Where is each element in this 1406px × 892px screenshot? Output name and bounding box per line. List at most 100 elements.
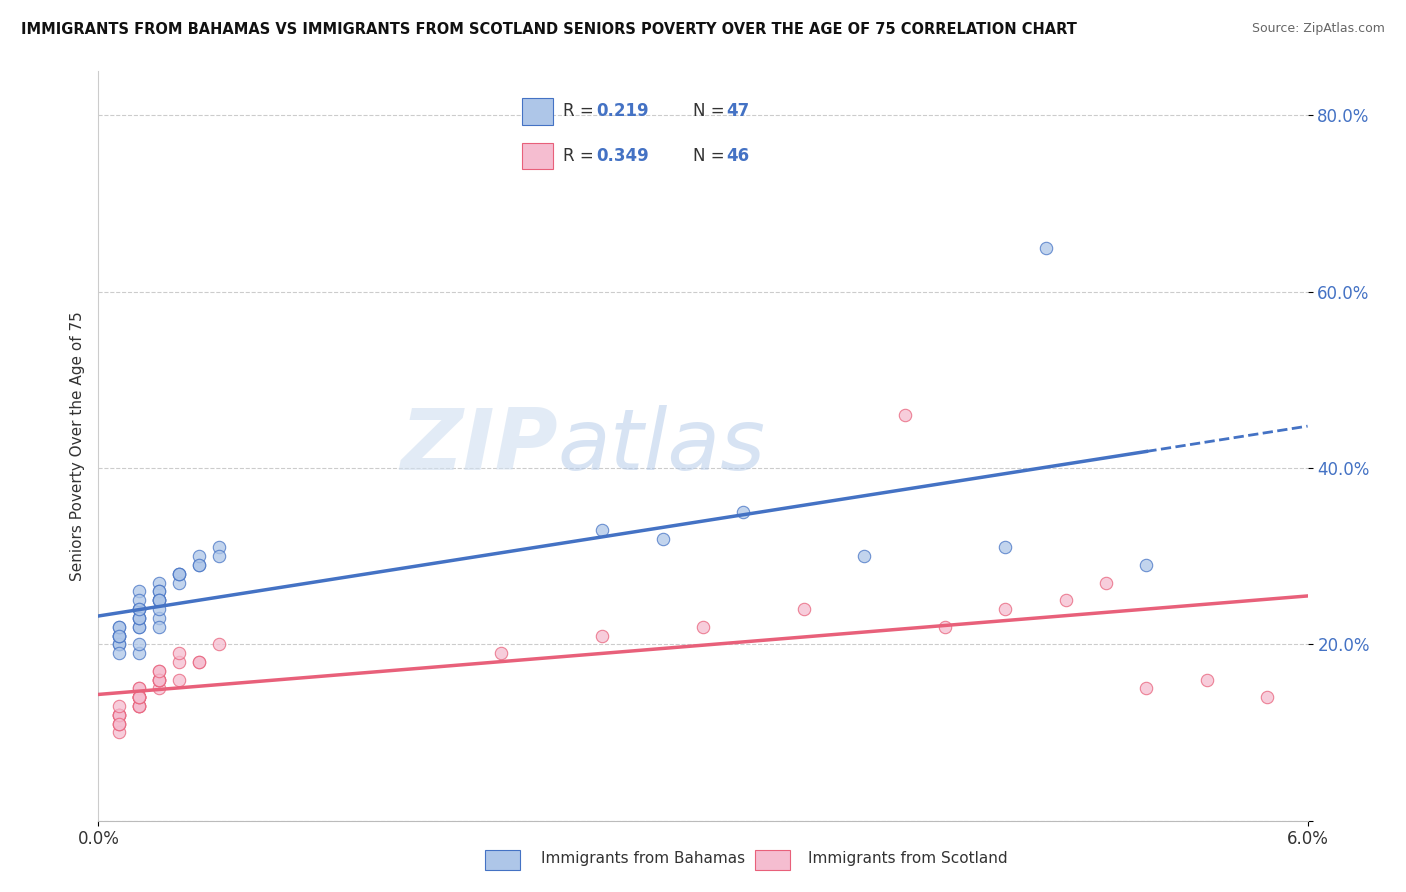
Point — [128, 602, 150, 616]
Point — [128, 681, 150, 696]
Text: ZIP: ZIP — [401, 404, 558, 488]
Point — [107, 628, 129, 642]
Point — [148, 584, 170, 599]
Point — [148, 593, 170, 607]
Text: N =: N = — [693, 147, 730, 165]
Point — [188, 655, 211, 669]
Point — [128, 611, 150, 625]
Text: R =: R = — [562, 103, 599, 120]
Point — [692, 620, 714, 634]
Point — [128, 699, 150, 714]
Point — [128, 602, 150, 616]
Point — [148, 593, 170, 607]
Point — [208, 637, 231, 651]
Point — [1135, 558, 1157, 572]
Point — [107, 620, 129, 634]
Point — [148, 664, 170, 678]
Point — [148, 584, 170, 599]
Point — [107, 699, 129, 714]
Point — [1195, 673, 1218, 687]
Point — [128, 637, 150, 651]
Point — [107, 628, 129, 642]
Point — [167, 566, 190, 581]
Point — [107, 707, 129, 722]
Point — [107, 707, 129, 722]
Point — [107, 725, 129, 739]
Text: Immigrants from Scotland: Immigrants from Scotland — [808, 851, 1008, 865]
Point — [107, 716, 129, 731]
Text: 0.349: 0.349 — [596, 147, 650, 165]
Point — [128, 611, 150, 625]
Point — [128, 620, 150, 634]
Point — [148, 575, 170, 590]
Text: N =: N = — [693, 103, 730, 120]
Point — [148, 602, 170, 616]
Point — [188, 558, 211, 572]
Point — [591, 628, 613, 642]
Point — [167, 655, 190, 669]
Point — [893, 408, 915, 422]
Point — [148, 673, 170, 687]
Text: 46: 46 — [727, 147, 749, 165]
Text: atlas: atlas — [558, 404, 766, 488]
Text: 0.219: 0.219 — [596, 103, 650, 120]
Point — [591, 523, 613, 537]
Point — [491, 646, 513, 660]
Point — [107, 637, 129, 651]
Point — [128, 699, 150, 714]
Point — [1054, 593, 1077, 607]
Point — [148, 593, 170, 607]
Point — [107, 628, 129, 642]
Point — [167, 575, 190, 590]
Point — [148, 681, 170, 696]
Point — [128, 699, 150, 714]
Point — [853, 549, 876, 564]
Point — [1095, 575, 1118, 590]
Point — [107, 716, 129, 731]
Point — [107, 707, 129, 722]
Text: IMMIGRANTS FROM BAHAMAS VS IMMIGRANTS FROM SCOTLAND SENIORS POVERTY OVER THE AGE: IMMIGRANTS FROM BAHAMAS VS IMMIGRANTS FR… — [21, 22, 1077, 37]
Point — [994, 541, 1017, 555]
Point — [167, 566, 190, 581]
Text: R =: R = — [562, 147, 599, 165]
Point — [148, 593, 170, 607]
Text: Source: ZipAtlas.com: Source: ZipAtlas.com — [1251, 22, 1385, 36]
Point — [107, 628, 129, 642]
Point — [994, 602, 1017, 616]
Point — [128, 690, 150, 705]
Point — [148, 611, 170, 625]
Point — [167, 673, 190, 687]
Point — [107, 637, 129, 651]
Point — [128, 584, 150, 599]
Bar — [523, 98, 554, 125]
Bar — [523, 143, 554, 169]
Point — [107, 646, 129, 660]
Point — [188, 549, 211, 564]
Point — [128, 690, 150, 705]
Point — [148, 664, 170, 678]
Point — [107, 620, 129, 634]
Point — [188, 558, 211, 572]
Point — [128, 593, 150, 607]
Point — [128, 620, 150, 634]
Point — [128, 699, 150, 714]
Point — [128, 690, 150, 705]
Point — [128, 690, 150, 705]
Point — [128, 690, 150, 705]
Point — [208, 541, 231, 555]
Point — [107, 716, 129, 731]
Text: 47: 47 — [727, 103, 749, 120]
Point — [208, 549, 231, 564]
Point — [167, 566, 190, 581]
Y-axis label: Seniors Poverty Over the Age of 75: Seniors Poverty Over the Age of 75 — [69, 311, 84, 581]
Point — [107, 707, 129, 722]
Point — [1256, 690, 1278, 705]
Point — [793, 602, 815, 616]
Point — [148, 673, 170, 687]
Point — [733, 505, 755, 519]
Point — [1135, 681, 1157, 696]
Point — [128, 646, 150, 660]
Point — [128, 611, 150, 625]
Point — [188, 655, 211, 669]
Point — [148, 620, 170, 634]
